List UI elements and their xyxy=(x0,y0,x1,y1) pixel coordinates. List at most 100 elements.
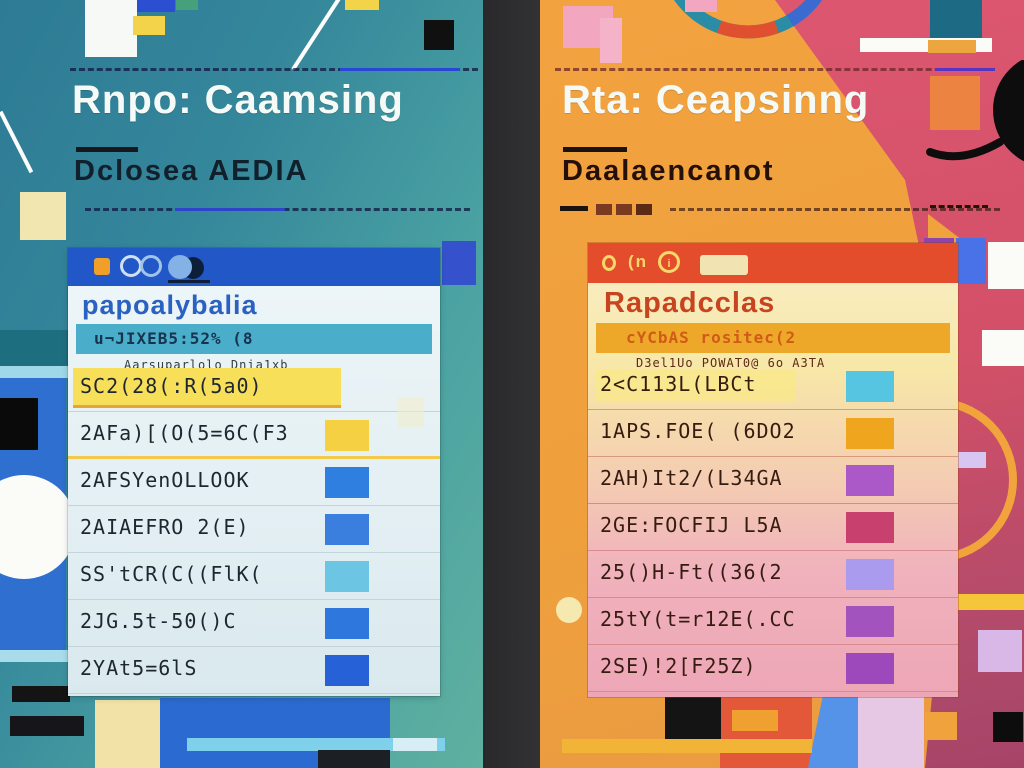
row-color-swatch xyxy=(325,514,369,545)
dash-mark xyxy=(560,206,588,211)
left-card-toolbar[interactable]: u¬JIXEB5:52% (8 xyxy=(76,324,432,354)
decor-stripe xyxy=(0,366,76,378)
decor-black-square xyxy=(665,697,721,739)
row-color-swatch xyxy=(846,606,894,637)
decor-progress-segment xyxy=(393,738,437,751)
left-card-heading: papoalybalia xyxy=(82,290,258,320)
row-color-swatch xyxy=(846,559,894,590)
orange-dot-icon[interactable] xyxy=(94,258,110,275)
decor-stripe xyxy=(0,650,74,662)
decor-cream-rect xyxy=(95,700,160,768)
decor-yellow-bar xyxy=(562,739,812,753)
table-row[interactable]: 2AH)It2/(L34GA xyxy=(588,457,958,504)
table-row[interactable]: 1APS.FOE( (6DO2 xyxy=(588,410,958,457)
row-color-swatch xyxy=(846,512,894,543)
decor-white-rect xyxy=(982,330,1024,366)
circle-outline-icon[interactable] xyxy=(140,255,162,277)
left-toolbar-text: u¬JIXEB5:52% (8 xyxy=(94,329,254,348)
dashed-rule-accent xyxy=(340,68,460,71)
row-label: 25()H-Ft((36(2 xyxy=(600,560,783,584)
table-row[interactable]: 25()H-Ft((36(2 xyxy=(588,551,958,598)
table-row[interactable]: 2AFSYenOLLOOK xyxy=(68,459,440,506)
table-row[interactable]: 2AIAEFRO 2(E) xyxy=(68,506,440,553)
row-color-swatch xyxy=(846,465,894,496)
circle-outline-icon[interactable] xyxy=(120,255,142,277)
decor-yellow-bar xyxy=(958,594,1024,610)
table-row[interactable]: 2<C113L(LBCt xyxy=(588,363,958,410)
info-glyph: i xyxy=(667,258,671,270)
right-window: (n i Rapadcclas cYCbAS rositec(2 D3el1Uo… xyxy=(588,243,958,697)
decor-diagonal-line xyxy=(0,110,34,174)
black-blob-icon xyxy=(926,60,1024,162)
dash-mark xyxy=(636,204,652,215)
info-icon[interactable]: i xyxy=(658,251,680,273)
right-title: Rta: Ceapsinng xyxy=(562,78,870,122)
decor-blue-rect xyxy=(137,0,175,12)
row-label: 25tY(t=r12E(.CC xyxy=(600,607,796,631)
right-card-heading: Rapadcclas xyxy=(604,287,776,319)
row-label: 2YAt5=6lS xyxy=(80,656,198,680)
dash-mark xyxy=(616,204,632,215)
left-window-titlebar[interactable] xyxy=(68,248,440,286)
row-color-swatch xyxy=(325,561,369,592)
decor-red-rect xyxy=(720,697,812,768)
dashed-rule-accent xyxy=(175,208,285,211)
row-color-swatch xyxy=(846,418,894,449)
decor-white-rect xyxy=(988,242,1024,289)
table-row[interactable]: 25tY(t=r12E(.CC xyxy=(588,598,958,645)
row-label: 2AFa)[(O(5=6C(F3 xyxy=(80,421,289,445)
table-row[interactable]: SS'tCR(C((FlK( xyxy=(68,553,440,600)
decor-cream-dot xyxy=(556,597,582,623)
row-highlight xyxy=(596,369,796,401)
table-row[interactable]: 2JG.5t-50()C xyxy=(68,600,440,647)
decor-dashed-mark xyxy=(930,205,988,208)
table-row[interactable]: 2SE)!2[F25Z) xyxy=(588,645,958,692)
row-label: 2AFSYenOLLOOK xyxy=(80,468,250,492)
decor-blue-wedge xyxy=(808,697,860,768)
decor-black-rect xyxy=(318,750,390,768)
row-label: 2<C113L(LBCt xyxy=(600,372,757,396)
decor-orange-rect xyxy=(925,712,957,740)
row-ghost-square xyxy=(398,397,424,427)
decor-yellow-rect xyxy=(345,0,379,10)
row-label: 2AIAEFRO 2(E) xyxy=(80,515,250,539)
decor-lavender-column xyxy=(858,697,924,768)
right-card-toolbar[interactable]: cYCbAS rositec(2 xyxy=(596,323,950,353)
decor-progress-bar xyxy=(187,738,445,751)
table-row[interactable]: 2YAt5=6lS xyxy=(68,647,440,694)
dashed-rule-accent xyxy=(935,68,995,71)
row-label: SC2(28(:R(5a0) xyxy=(80,374,263,398)
decor-pink-rect xyxy=(685,0,717,12)
cream-pill[interactable] xyxy=(700,255,748,275)
decor-black-rect xyxy=(993,712,1023,742)
decor-black-bar xyxy=(10,716,84,736)
right-window-titlebar[interactable]: (n i xyxy=(588,243,958,283)
row-color-swatch xyxy=(325,420,369,451)
row-label: 2GE:FOCFIJ L5A xyxy=(600,513,783,537)
decor-black-square xyxy=(424,20,454,50)
right-card-meta: D3el1Uo POWAT0@ 6o A3TA xyxy=(636,356,826,370)
right-toolbar-text: cYCbAS rositec(2 xyxy=(626,328,797,347)
table-row[interactable]: SC2(28(:R(5a0) xyxy=(68,365,440,427)
user-underline xyxy=(168,280,210,283)
row-label: 2AH)It2/(L34GA xyxy=(600,466,783,490)
decor-orange-square xyxy=(930,76,980,130)
table-row[interactable]: 2AFa)[(O(5=6C(F3 xyxy=(68,412,440,459)
circle-icon[interactable] xyxy=(602,255,616,271)
table-row[interactable]: 2GE:FOCFIJ L5A xyxy=(588,504,958,551)
dash-mark xyxy=(596,204,612,215)
decor-green-rect xyxy=(176,0,198,10)
decor-cream-square xyxy=(20,192,66,240)
paren-n-icon[interactable]: (n xyxy=(628,252,649,271)
row-color-swatch xyxy=(325,655,369,686)
decor-orange-rect xyxy=(732,710,778,731)
row-label: SS'tCR(C((FlK( xyxy=(80,562,263,586)
decor-teal-rect xyxy=(0,330,70,366)
decor-indigo-rect xyxy=(442,241,476,285)
ring-icon xyxy=(674,0,822,39)
right-subtitle: Daalaencanot xyxy=(562,155,775,187)
row-label: 1APS.FOE( (6DO2 xyxy=(600,419,796,443)
decor-lavender-square xyxy=(978,630,1022,672)
user-light-circle-icon[interactable] xyxy=(168,255,192,279)
